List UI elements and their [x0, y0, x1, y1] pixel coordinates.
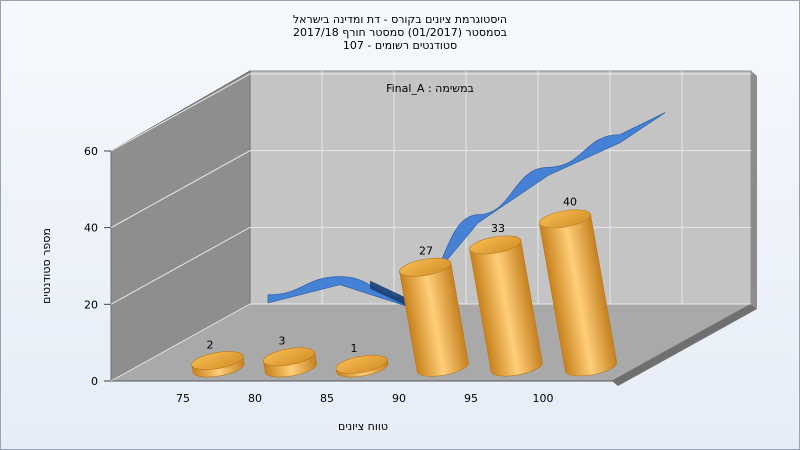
chart-floor-edge [612, 304, 757, 386]
chart-title-line-1: היסטוגרמת ציונים בקורס - דת ומדינה בישרא… [293, 13, 507, 26]
bar: 33 [469, 222, 543, 377]
bar-data-label: 1 [351, 342, 358, 355]
bar: 27 [399, 245, 469, 377]
bar-data-label: 33 [491, 222, 505, 235]
bar: 1 [335, 342, 389, 378]
distribution-curve [267, 112, 666, 307]
bar: 3 [263, 335, 317, 378]
bar-body [399, 262, 469, 377]
y-tick-label: 40 [84, 222, 98, 235]
distribution-curve-shadow [370, 280, 408, 307]
bar-top [399, 257, 452, 277]
chart-title-line-2: בסמסטר (01/2017) סמסטר חורף 2017/18 [293, 26, 507, 39]
bar-body [469, 240, 543, 377]
y-axis-title: מספר סטודנטים [40, 228, 53, 304]
bar: 40 [539, 196, 617, 377]
bar-data-label: 27 [419, 245, 433, 258]
gridlines [104, 71, 751, 382]
bars: 2 3 1 27 33 40 [191, 196, 617, 378]
bar-data-label: 40 [563, 196, 577, 209]
axis-tick-labels: 0 20 40 60 75 80 85 90 95 100 [84, 145, 554, 405]
x-tick-label: 95 [464, 392, 478, 405]
bar-top [539, 209, 591, 229]
chart-title-line-3: סטודנטים רשומים - 107 [343, 39, 457, 52]
chart-annotation: במשימה : Final_A [386, 82, 474, 95]
x-tick-label: 80 [248, 392, 262, 405]
x-tick-label: 85 [320, 392, 334, 405]
y-tick-label: 0 [91, 375, 98, 388]
chart-wall-edge [751, 71, 757, 309]
bar-top [263, 347, 315, 367]
y-tick-label: 60 [84, 145, 98, 158]
bar-top [191, 351, 244, 370]
x-tick-label: 75 [176, 392, 190, 405]
bar-data-label: 2 [207, 338, 214, 351]
bar: 2 [191, 338, 245, 378]
x-tick-label: 90 [392, 392, 406, 405]
y-tick-label: 20 [84, 298, 98, 311]
bar-top [469, 235, 522, 255]
bar-data-label: 3 [279, 335, 286, 348]
bar-body [539, 214, 617, 377]
curve-layer [267, 112, 666, 307]
x-tick-label: 100 [533, 392, 554, 405]
x-axis-title: טווח ציונים [338, 420, 388, 433]
y-gridline [110, 73, 751, 152]
bar-top [335, 354, 388, 374]
